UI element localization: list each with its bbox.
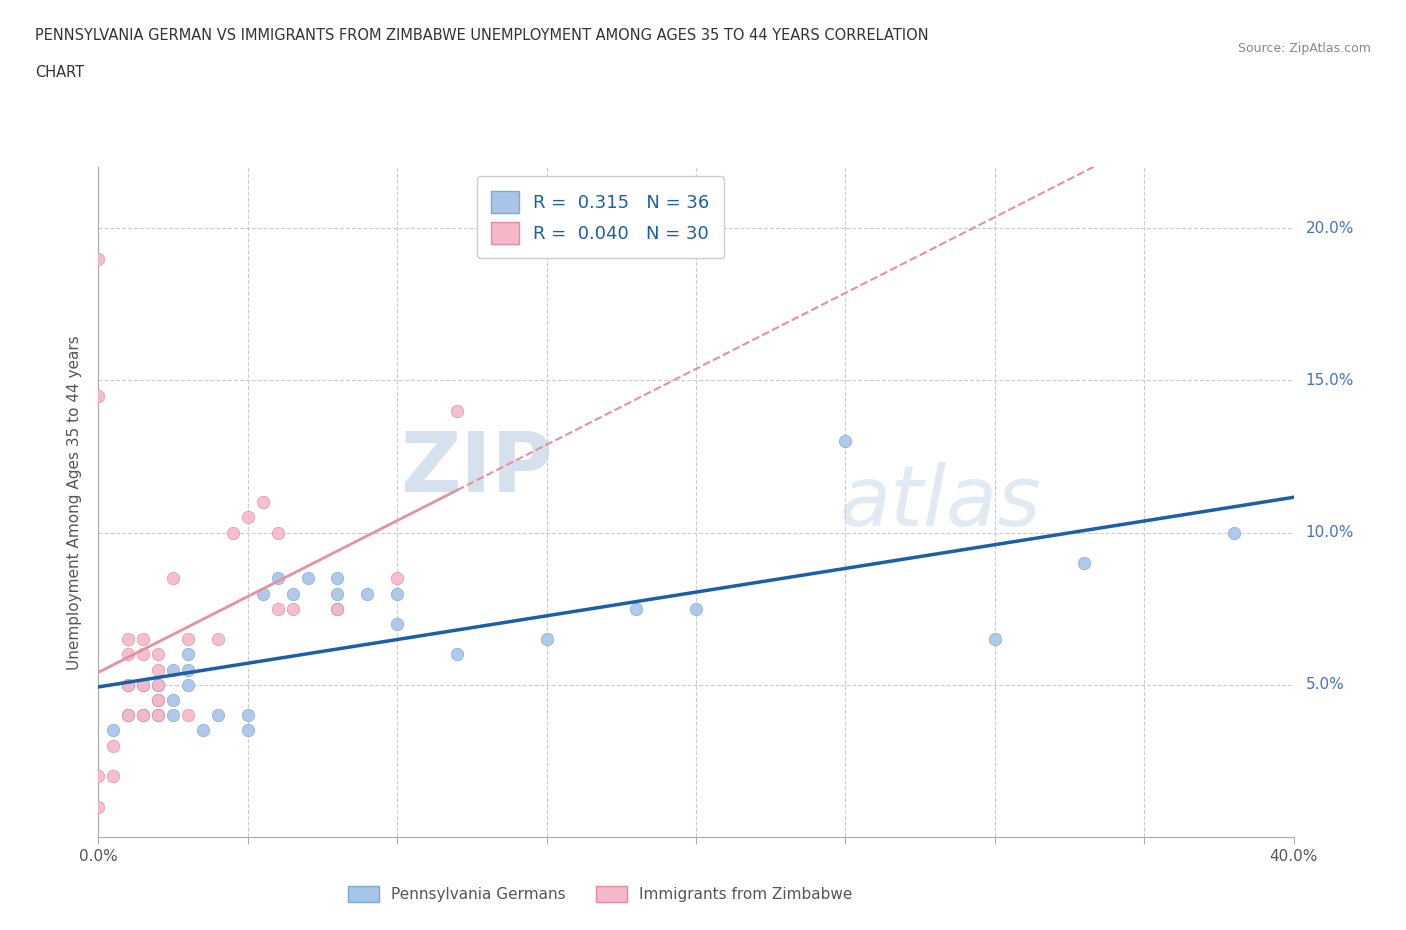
Y-axis label: Unemployment Among Ages 35 to 44 years: Unemployment Among Ages 35 to 44 years	[67, 335, 83, 670]
Text: 15.0%: 15.0%	[1305, 373, 1354, 388]
Point	[117, 708, 139, 723]
Point	[87, 799, 110, 814]
Text: atlas: atlas	[839, 461, 1040, 543]
Text: ZIP: ZIP	[401, 428, 553, 510]
Point	[132, 708, 155, 723]
Point	[87, 251, 110, 266]
Point	[236, 510, 259, 525]
Point	[356, 586, 378, 601]
Point	[162, 662, 184, 677]
Point	[117, 677, 139, 692]
Point	[281, 586, 304, 601]
Point	[1073, 555, 1095, 570]
Point	[281, 602, 304, 617]
Legend: Pennsylvania Germans, Immigrants from Zimbabwe: Pennsylvania Germans, Immigrants from Zi…	[340, 879, 860, 910]
Point	[148, 708, 170, 723]
Point	[117, 708, 139, 723]
Point	[297, 571, 319, 586]
Point	[326, 571, 349, 586]
Point	[385, 586, 409, 601]
Point	[536, 631, 558, 646]
Point	[177, 677, 200, 692]
Point	[236, 723, 259, 737]
Point	[87, 388, 110, 403]
Point	[148, 647, 170, 662]
Point	[162, 571, 184, 586]
Point	[326, 602, 349, 617]
Point	[385, 617, 409, 631]
Point	[326, 586, 349, 601]
Point	[148, 693, 170, 708]
Text: Source: ZipAtlas.com: Source: ZipAtlas.com	[1237, 42, 1371, 55]
Point	[87, 769, 110, 784]
Text: PENNSYLVANIA GERMAN VS IMMIGRANTS FROM ZIMBABWE UNEMPLOYMENT AMONG AGES 35 TO 44: PENNSYLVANIA GERMAN VS IMMIGRANTS FROM Z…	[35, 28, 929, 43]
Text: 10.0%: 10.0%	[1305, 525, 1354, 540]
Point	[132, 677, 155, 692]
Point	[1223, 525, 1246, 540]
Point	[177, 708, 200, 723]
Point	[385, 571, 409, 586]
Point	[222, 525, 245, 540]
Point	[117, 631, 139, 646]
Point	[326, 602, 349, 617]
Point	[117, 677, 139, 692]
Point	[685, 602, 707, 617]
Point	[162, 708, 184, 723]
Point	[177, 662, 200, 677]
Point	[103, 723, 125, 737]
Point	[117, 647, 139, 662]
Point	[148, 677, 170, 692]
Point	[148, 693, 170, 708]
Point	[148, 708, 170, 723]
Point	[132, 647, 155, 662]
Point	[132, 708, 155, 723]
Point	[148, 662, 170, 677]
Point	[446, 404, 468, 418]
Point	[267, 571, 290, 586]
Text: 20.0%: 20.0%	[1305, 220, 1354, 236]
Text: CHART: CHART	[35, 65, 84, 80]
Point	[446, 647, 468, 662]
Point	[148, 677, 170, 692]
Point	[983, 631, 1005, 646]
Point	[177, 647, 200, 662]
Point	[236, 708, 259, 723]
Point	[834, 434, 856, 449]
Point	[177, 631, 200, 646]
Point	[267, 525, 290, 540]
Point	[252, 495, 274, 510]
Text: 5.0%: 5.0%	[1305, 677, 1344, 692]
Point	[252, 586, 274, 601]
Point	[207, 631, 229, 646]
Point	[132, 631, 155, 646]
Point	[103, 738, 125, 753]
Point	[191, 723, 214, 737]
Point	[132, 677, 155, 692]
Point	[207, 708, 229, 723]
Point	[624, 602, 647, 617]
Point	[103, 769, 125, 784]
Point	[267, 602, 290, 617]
Point	[162, 693, 184, 708]
